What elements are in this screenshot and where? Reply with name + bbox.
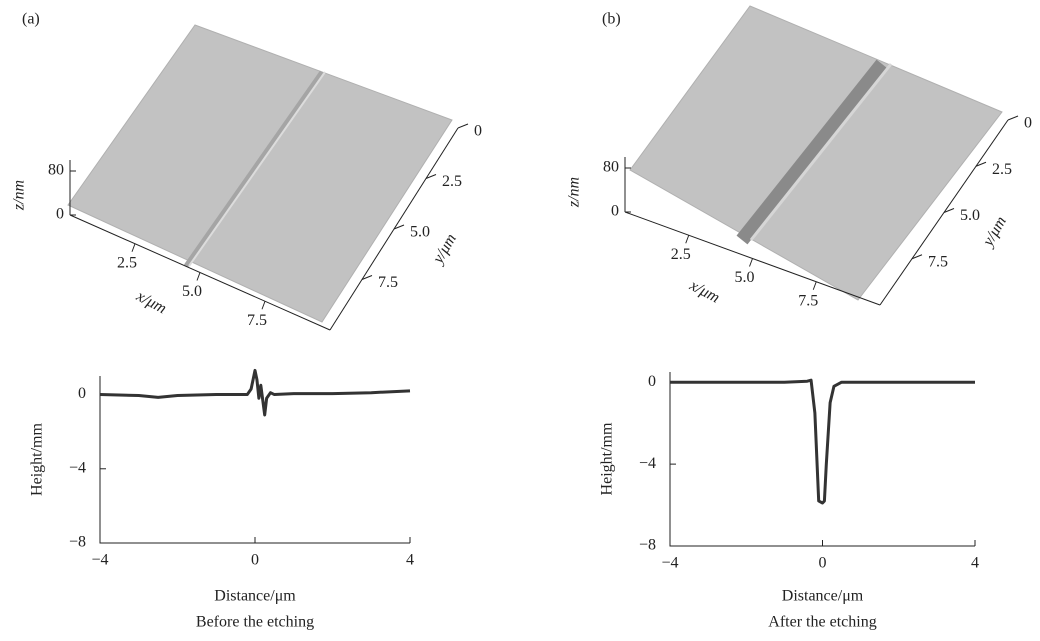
x-tick-label: 4 (971, 555, 979, 572)
y-axis-label: y/μm (429, 231, 460, 268)
panel-label: (b) (602, 11, 621, 28)
y-tick-label: 5.0 (410, 224, 430, 241)
y-tick (1007, 115, 1019, 121)
z-tick-label: 0 (56, 206, 64, 223)
y-tick (975, 161, 987, 167)
profile-line (99, 368, 411, 417)
caption: After the etching (768, 614, 876, 631)
x-tick-label: 7.5 (247, 312, 267, 329)
y-tick-label: −4 (639, 455, 656, 472)
y-tick (457, 123, 469, 129)
z-tick-label: 0 (611, 203, 619, 220)
axes-frame (669, 372, 975, 547)
y-tick-label: −8 (639, 537, 656, 554)
surface-plane (67, 24, 453, 323)
surface-groove-edge (749, 63, 893, 241)
x-tick-label: −4 (661, 555, 678, 572)
axes-frame (99, 376, 410, 544)
y-axis-label: Height/mm (29, 423, 46, 496)
y-tick-label: 7.5 (928, 253, 948, 270)
x-tick-label: 5.0 (735, 269, 755, 286)
panel-label: (a) (22, 11, 40, 28)
y-tick (425, 174, 437, 179)
x-tick-label: 2.5 (117, 254, 137, 271)
x-tick (685, 235, 690, 244)
y-tick (911, 254, 923, 260)
x-tick (196, 272, 201, 281)
y-tick-label: 2.5 (992, 161, 1012, 178)
surface-groove-edge (188, 71, 326, 267)
x-tick-label: 0 (251, 552, 259, 569)
y-tick-label: −8 (69, 534, 86, 551)
y-tick (943, 208, 955, 213)
z-axis-label: z/nm (566, 177, 583, 208)
surface-groove (183, 70, 325, 268)
x-tick-label: 4 (406, 552, 414, 569)
z-tick-label: 80 (603, 159, 619, 176)
x-axis-label: Distance/μm (214, 588, 296, 605)
x-tick-label: 5.0 (182, 283, 202, 300)
y-axis-label: y/μm (979, 214, 1010, 251)
x-axis-label: Distance/μm (782, 588, 864, 605)
y-tick-label: 5.0 (960, 207, 980, 224)
y-tick-label: 0 (78, 385, 86, 402)
x-tick (261, 301, 266, 310)
y-tick (393, 224, 405, 230)
y-tick-label: 0 (474, 123, 482, 140)
x-axis-label: x/μm (133, 287, 169, 317)
x-tick (812, 281, 817, 290)
x-axis-label: x/μm (686, 277, 722, 307)
y-tick-label: 2.5 (442, 173, 462, 190)
surface-groove (736, 59, 888, 245)
y-tick-label: 0 (1024, 115, 1032, 132)
x-tick-label: 0 (819, 555, 827, 572)
caption: Before the etching (196, 614, 314, 631)
x-tick-label: −4 (91, 552, 108, 569)
profile-line (670, 378, 975, 505)
z-axis-label: z/nm (11, 180, 28, 211)
y-tick-label: −4 (69, 459, 86, 476)
x-tick-label: 7.5 (798, 292, 818, 309)
x-tick (749, 258, 753, 267)
y-tick (361, 275, 373, 280)
z-tick-label: 80 (48, 162, 64, 179)
x-tick (131, 243, 136, 252)
x-tick-label: 2.5 (671, 246, 691, 263)
y-axis-label: Height/mm (599, 422, 616, 495)
y-tick-label: 7.5 (378, 274, 398, 291)
y-tick-label: 0 (648, 373, 656, 390)
